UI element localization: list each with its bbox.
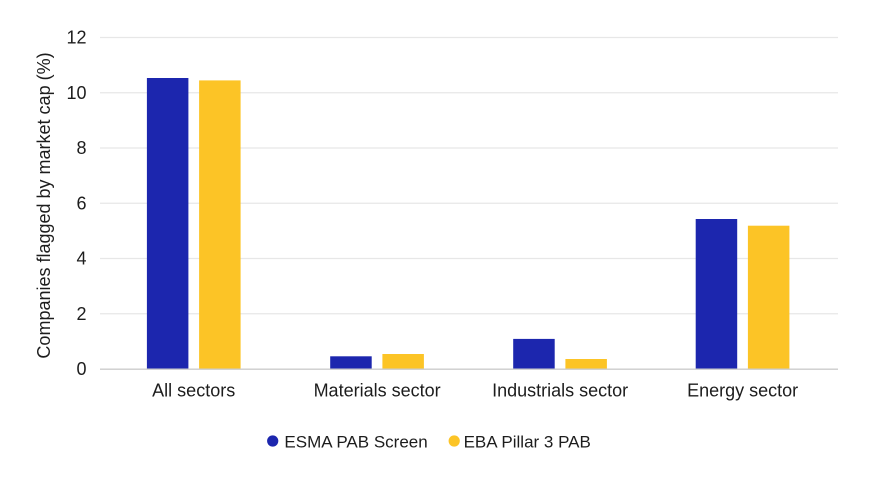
svg-text:12: 12	[66, 28, 86, 48]
svg-text:0: 0	[76, 359, 86, 379]
svg-text:EBA Pillar 3 PAB: EBA Pillar 3 PAB	[464, 433, 591, 452]
svg-text:Materials sector: Materials sector	[314, 381, 441, 401]
svg-text:2: 2	[76, 304, 86, 324]
svg-text:All sectors: All sectors	[152, 381, 235, 401]
svg-text:Industrials sector: Industrials sector	[492, 381, 628, 401]
svg-text:6: 6	[76, 193, 86, 213]
svg-text:ESMA PAB Screen: ESMA PAB Screen	[284, 433, 427, 452]
svg-text:Companies flagged by market ca: Companies flagged by market cap (%)	[34, 52, 54, 358]
svg-text:10: 10	[66, 83, 86, 103]
svg-text:Energy sector: Energy sector	[687, 381, 798, 401]
svg-text:8: 8	[76, 138, 86, 158]
svg-text:4: 4	[76, 249, 86, 269]
